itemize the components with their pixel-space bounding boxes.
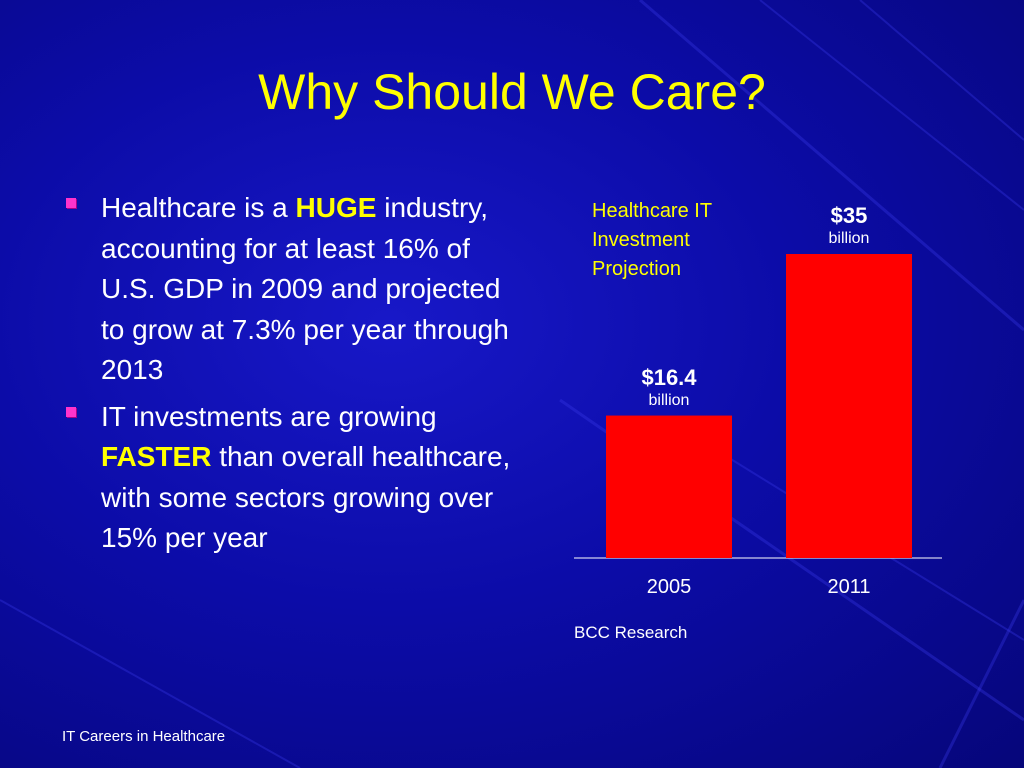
slide-footer: IT Careers in Healthcare xyxy=(62,728,226,745)
bullet-text: IT investments are growing xyxy=(101,400,437,432)
bullet-list: Healthcare is a HUGE industry, accountin… xyxy=(62,188,522,565)
bullet-text: industry, accounting for at least 16% of… xyxy=(101,192,509,385)
bullet-item: IT investments are growing FASTER than o… xyxy=(62,397,522,559)
bar-2005 xyxy=(606,415,732,558)
bullet-item: Healthcare is a HUGE industry, accountin… xyxy=(62,188,522,391)
bullet-text: Healthcare is a xyxy=(101,192,296,223)
chart-source: BCC Research xyxy=(574,623,688,642)
data-label-unit: billion xyxy=(828,230,870,247)
data-label-unit: billion xyxy=(648,391,690,409)
bullet-square-icon xyxy=(66,198,76,208)
bullet-highlight: HUGE xyxy=(295,192,377,223)
data-label-amount: $16.4 xyxy=(641,364,697,390)
data-label-2005: $16.4 billion xyxy=(609,364,729,410)
bullet-square-icon xyxy=(66,406,76,417)
x-tick-label-2011: 2011 xyxy=(827,576,871,598)
data-label-amount: $35 xyxy=(830,203,868,228)
data-label-2011: $35 billion xyxy=(789,202,909,248)
bullet-text: than overall healthcare, with some secto… xyxy=(101,441,511,553)
bar-2011 xyxy=(786,254,912,558)
x-tick-label-2005: 2005 xyxy=(646,576,692,598)
chart-title: Healthcare IT Investment Projection xyxy=(592,200,712,280)
slide-title: Why Should We Care? xyxy=(258,64,766,120)
bullet-highlight: FASTER xyxy=(101,441,212,472)
